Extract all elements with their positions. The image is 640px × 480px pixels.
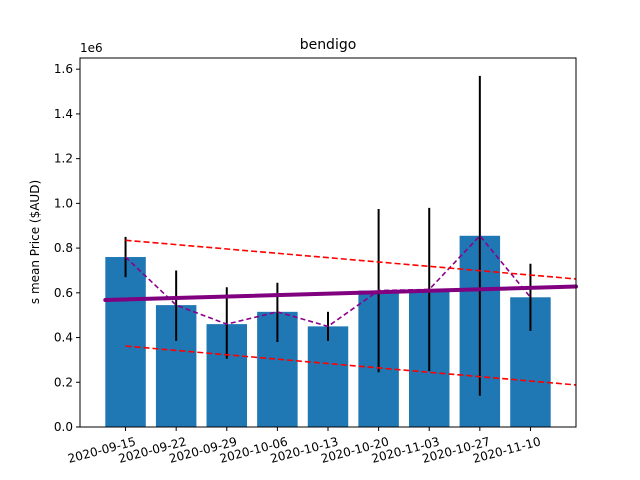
y-tick-label: 1.2 (54, 152, 73, 166)
y-axis: 0.0 0.2 0.4 0.6 0.8 1.0 1.2 1.4 1.6 (54, 62, 80, 434)
y-tick-label: 0.6 (54, 286, 73, 300)
bars-layer (105, 235, 551, 427)
y-scale-label: 1e6 (80, 41, 103, 55)
y-tick-label: 1.4 (54, 107, 73, 121)
y-tick-label: 1.0 (54, 196, 73, 210)
trend-line (103, 284, 578, 302)
y-tick-label: 0.8 (54, 241, 73, 255)
y-tick-label: 0.0 (54, 420, 73, 434)
moving-average-line (125, 234, 532, 328)
upper-band-line (125, 239, 577, 280)
chart-title: bendigo (300, 37, 357, 53)
y-tick-label: 0.4 (54, 331, 73, 345)
lines-layer (103, 234, 578, 386)
y-tick-label: 0.2 (54, 375, 73, 389)
y-tick-label: 1.6 (54, 62, 73, 76)
y-axis-label: s mean Price ($AUD) (28, 180, 42, 304)
bar (105, 257, 146, 427)
lower-band-line (125, 345, 577, 386)
bar (307, 326, 349, 427)
